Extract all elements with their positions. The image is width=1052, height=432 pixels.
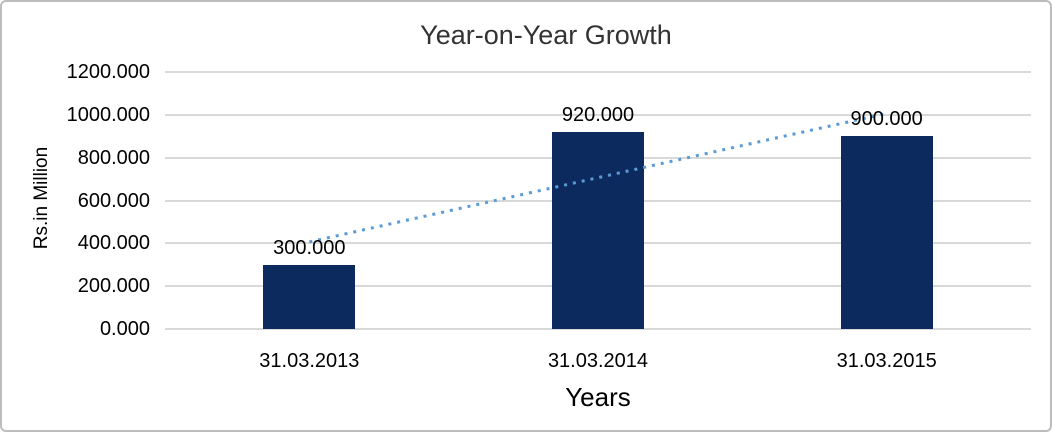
y-tick-label: 0.000 xyxy=(99,318,150,340)
y-tick-label: 1200.000 xyxy=(66,61,150,83)
x-category-label: 31.03.2015 xyxy=(836,350,937,372)
x-category-label: 31.03.2013 xyxy=(259,350,360,372)
chart-title: Year-on-Year Growth xyxy=(420,20,672,50)
y-tick-label: 200.000 xyxy=(77,275,150,298)
gridline xyxy=(165,71,1031,73)
y-tick-label: 600.000 xyxy=(77,189,150,212)
x-axis-title: Years xyxy=(565,382,631,412)
y-tick-label: 800.000 xyxy=(77,146,150,169)
y-tick-label: 1000.000 xyxy=(66,103,150,126)
data-label: 300.000 xyxy=(273,236,346,259)
data-label: 900.000 xyxy=(850,108,923,131)
x-category-label: 31.03.2014 xyxy=(547,350,649,372)
y-tick-label: 400.000 xyxy=(77,232,150,255)
bar xyxy=(840,136,933,329)
data-label: 920.000 xyxy=(561,103,635,126)
bar xyxy=(263,264,356,329)
gridline xyxy=(165,328,1031,330)
bar xyxy=(552,131,644,329)
